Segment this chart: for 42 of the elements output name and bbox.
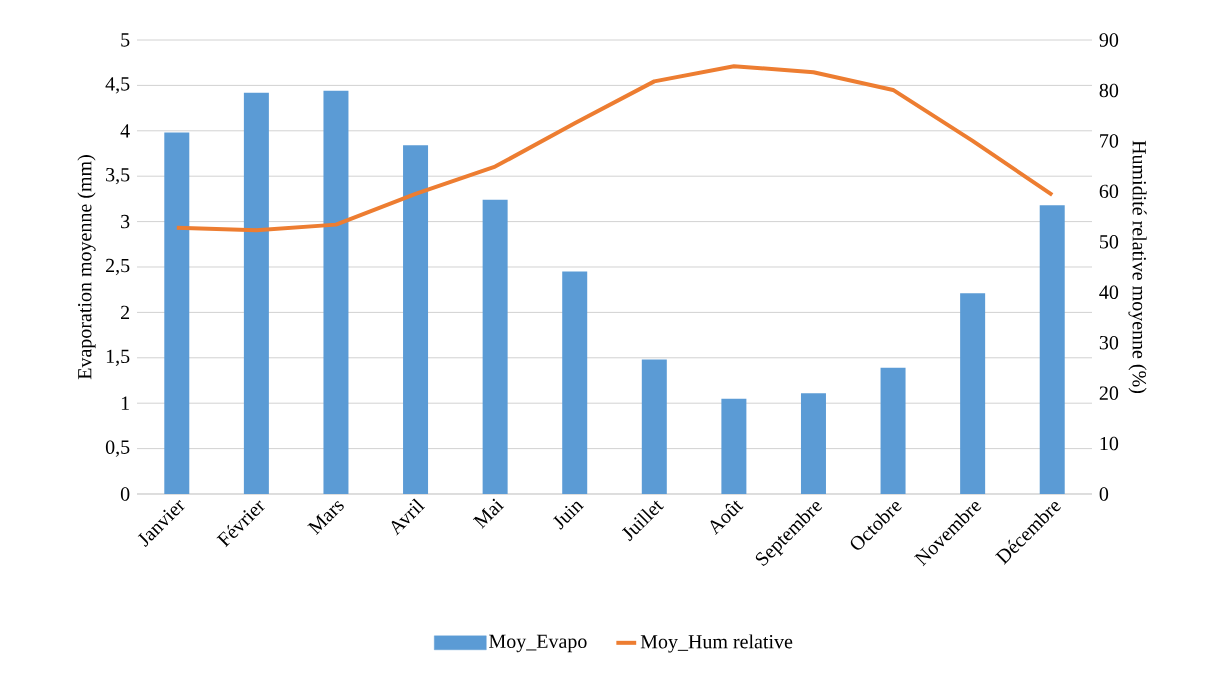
legend-label: Moy_Hum relative <box>640 634 793 653</box>
y-axis-title: Evaporation moyenne (mm) <box>77 155 96 380</box>
bar <box>323 90 349 494</box>
y2-tick-label: 90 <box>1099 33 1119 47</box>
x-tick-label: Mai <box>472 498 505 529</box>
y2-tick-label: 20 <box>1099 386 1119 400</box>
y-tick-label: 2 <box>121 305 130 320</box>
y-tick-label: 1 <box>121 396 129 410</box>
y2-tick-label: 0 <box>1099 487 1109 501</box>
x-tick-label: Mars <box>307 500 344 536</box>
bar <box>960 293 986 494</box>
y2-tick-label: 10 <box>1100 436 1119 451</box>
y-tick-label: 0 <box>120 487 130 501</box>
line-series <box>174 64 1055 233</box>
y2-tick-label: 40 <box>1099 285 1119 299</box>
y-tick-label: 0,5 <box>105 440 130 457</box>
bar <box>880 367 906 494</box>
x-tick-label: Août <box>710 500 744 536</box>
y-tick-label: 3,5 <box>106 168 130 185</box>
y2-tick-label: 70 <box>1100 134 1119 148</box>
y2-tick-label: 50 <box>1100 235 1119 249</box>
y-tick-label: 2,5 <box>106 258 130 276</box>
legend-label: Moy_Evapo <box>489 634 587 653</box>
bar <box>1039 205 1065 494</box>
bar <box>721 398 747 494</box>
y-tick-label: 3 <box>121 214 130 229</box>
y2-tick-label: 60 <box>1099 184 1119 199</box>
bar <box>243 92 269 494</box>
y2-tick-label: 80 <box>1099 83 1119 98</box>
y-tick-label: 5 <box>121 33 130 47</box>
bar <box>403 145 429 494</box>
y-tick-label: 4,5 <box>105 77 130 94</box>
bar <box>562 271 588 494</box>
y2-tick-label: 30 <box>1099 335 1119 350</box>
y2-axis-title: Humidité relative moyenne (%) <box>1128 140 1147 394</box>
bar <box>164 132 190 494</box>
bar <box>641 359 667 494</box>
y-tick-label: 4 <box>120 124 130 138</box>
x-tick-label: Juin <box>552 501 584 530</box>
y-tick-label: 1,5 <box>106 349 130 366</box>
bar <box>800 393 826 494</box>
bar <box>482 199 508 494</box>
